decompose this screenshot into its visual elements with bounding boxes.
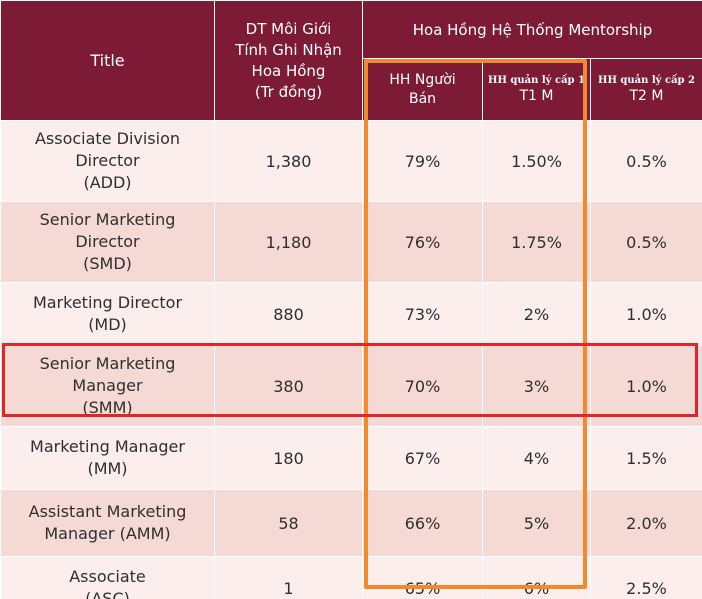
header-dt-line: (Tr đồng): [254, 82, 323, 101]
row-title: Senior Marketing Manager (SMM): [0, 345, 215, 427]
row-t1: 1.50%: [482, 120, 591, 202]
row-title: Marketing Manager (MM): [0, 426, 215, 490]
header-sub-top: HH quản lý cấp 1: [488, 74, 585, 86]
row-title: Associate (ASC): [0, 556, 215, 599]
header-dt-column: DT Môi Giới Tính Ghi Nhận Hoa Hồng (Tr đ…: [214, 0, 363, 121]
row-dt: 180: [214, 426, 363, 490]
row-dt: 1,380: [214, 120, 363, 202]
row-hh: 73%: [362, 282, 483, 346]
table-row: Associate (ASC) 1 65% 6% 2.5%: [0, 556, 702, 599]
row-t2: 1.5%: [590, 426, 702, 490]
row-t2: 2.0%: [590, 489, 702, 557]
header-dt-line: Hoa Hồng: [251, 61, 326, 80]
row-t2: 1.0%: [590, 345, 702, 427]
row-title-line: Marketing Director: [32, 293, 183, 312]
header-mentorship-group: Hoa Hồng Hệ Thống Mentorship: [362, 0, 702, 59]
row-title: Assistant Marketing Manager (AMM): [0, 489, 215, 557]
row-hh: 76%: [362, 201, 483, 283]
row-hh: 67%: [362, 426, 483, 490]
header-hh-nguoi-ban: HH Người Bán: [362, 58, 483, 121]
row-dt: 1,180: [214, 201, 363, 283]
row-title-line: (MM): [87, 459, 128, 478]
row-title-line: (ASC): [85, 589, 130, 599]
row-title-line: Marketing Manager: [30, 437, 185, 456]
row-title-line: Manager (AMM): [44, 524, 171, 543]
row-title-line: Senior Marketing: [39, 354, 176, 373]
header-dt-line: DT Môi Giới: [245, 19, 332, 38]
row-t1: 3%: [482, 345, 591, 427]
row-hh: 66%: [362, 489, 483, 557]
row-title-line: Associate Division: [34, 129, 181, 148]
row-hh: 79%: [362, 120, 483, 202]
table-row-highlighted: Senior Marketing Manager (SMM) 380 70% 3…: [0, 345, 702, 427]
table-row: Marketing Manager (MM) 180 67% 4% 1.5%: [0, 426, 702, 490]
header-sub-bottom: T2 M: [629, 87, 664, 104]
table-row: Senior Marketing Director (SMD) 1,180 76…: [0, 201, 702, 283]
row-dt: 58: [214, 489, 363, 557]
header-sub-line: Bán: [408, 90, 437, 107]
table-row: Marketing Director (MD) 880 73% 2% 1.0%: [0, 282, 702, 346]
row-title-line: Manager: [72, 376, 143, 395]
row-title-line: Director: [75, 232, 140, 251]
header-sub-top: HH quản lý cấp 2: [598, 74, 695, 86]
header-t2-manager: HH quản lý cấp 2 T2 M: [590, 58, 702, 121]
header-sub-bottom: T1 M: [519, 87, 554, 104]
row-title-line: (MD): [88, 315, 127, 334]
row-t2: 2.5%: [590, 556, 702, 599]
header-t1-manager: HH quản lý cấp 1 T1 M: [482, 58, 591, 121]
row-dt: 880: [214, 282, 363, 346]
row-title-line: Senior Marketing: [39, 210, 176, 229]
row-title: Senior Marketing Director (SMD): [0, 201, 215, 283]
row-t2: 0.5%: [590, 120, 702, 202]
row-t1: 1.75%: [482, 201, 591, 283]
header-sub-line: HH Người: [389, 71, 456, 88]
row-title: Associate Division Director (ADD): [0, 120, 215, 202]
row-t2: 0.5%: [590, 201, 702, 283]
row-title-line: Associate: [69, 567, 146, 586]
row-title-line: (SMM): [82, 398, 133, 417]
header-title: Title: [0, 0, 215, 121]
row-dt: 1: [214, 556, 363, 599]
row-title-line: (SMD): [83, 254, 132, 273]
row-title-line: Assistant Marketing: [28, 502, 187, 521]
row-hh: 65%: [362, 556, 483, 599]
row-title-line: Director: [75, 151, 140, 170]
row-title-line: (ADD): [83, 173, 132, 192]
header-dt-line: Tính Ghi Nhận: [235, 40, 342, 59]
row-dt: 380: [214, 345, 363, 427]
row-title: Marketing Director (MD): [0, 282, 215, 346]
row-t1: 4%: [482, 426, 591, 490]
row-t1: 2%: [482, 282, 591, 346]
row-t1: 5%: [482, 489, 591, 557]
row-hh: 70%: [362, 345, 483, 427]
table-row: Assistant Marketing Manager (AMM) 58 66%…: [0, 489, 702, 557]
row-t2: 1.0%: [590, 282, 702, 346]
table-row: Associate Division Director (ADD) 1,380 …: [0, 120, 702, 202]
row-t1: 6%: [482, 556, 591, 599]
